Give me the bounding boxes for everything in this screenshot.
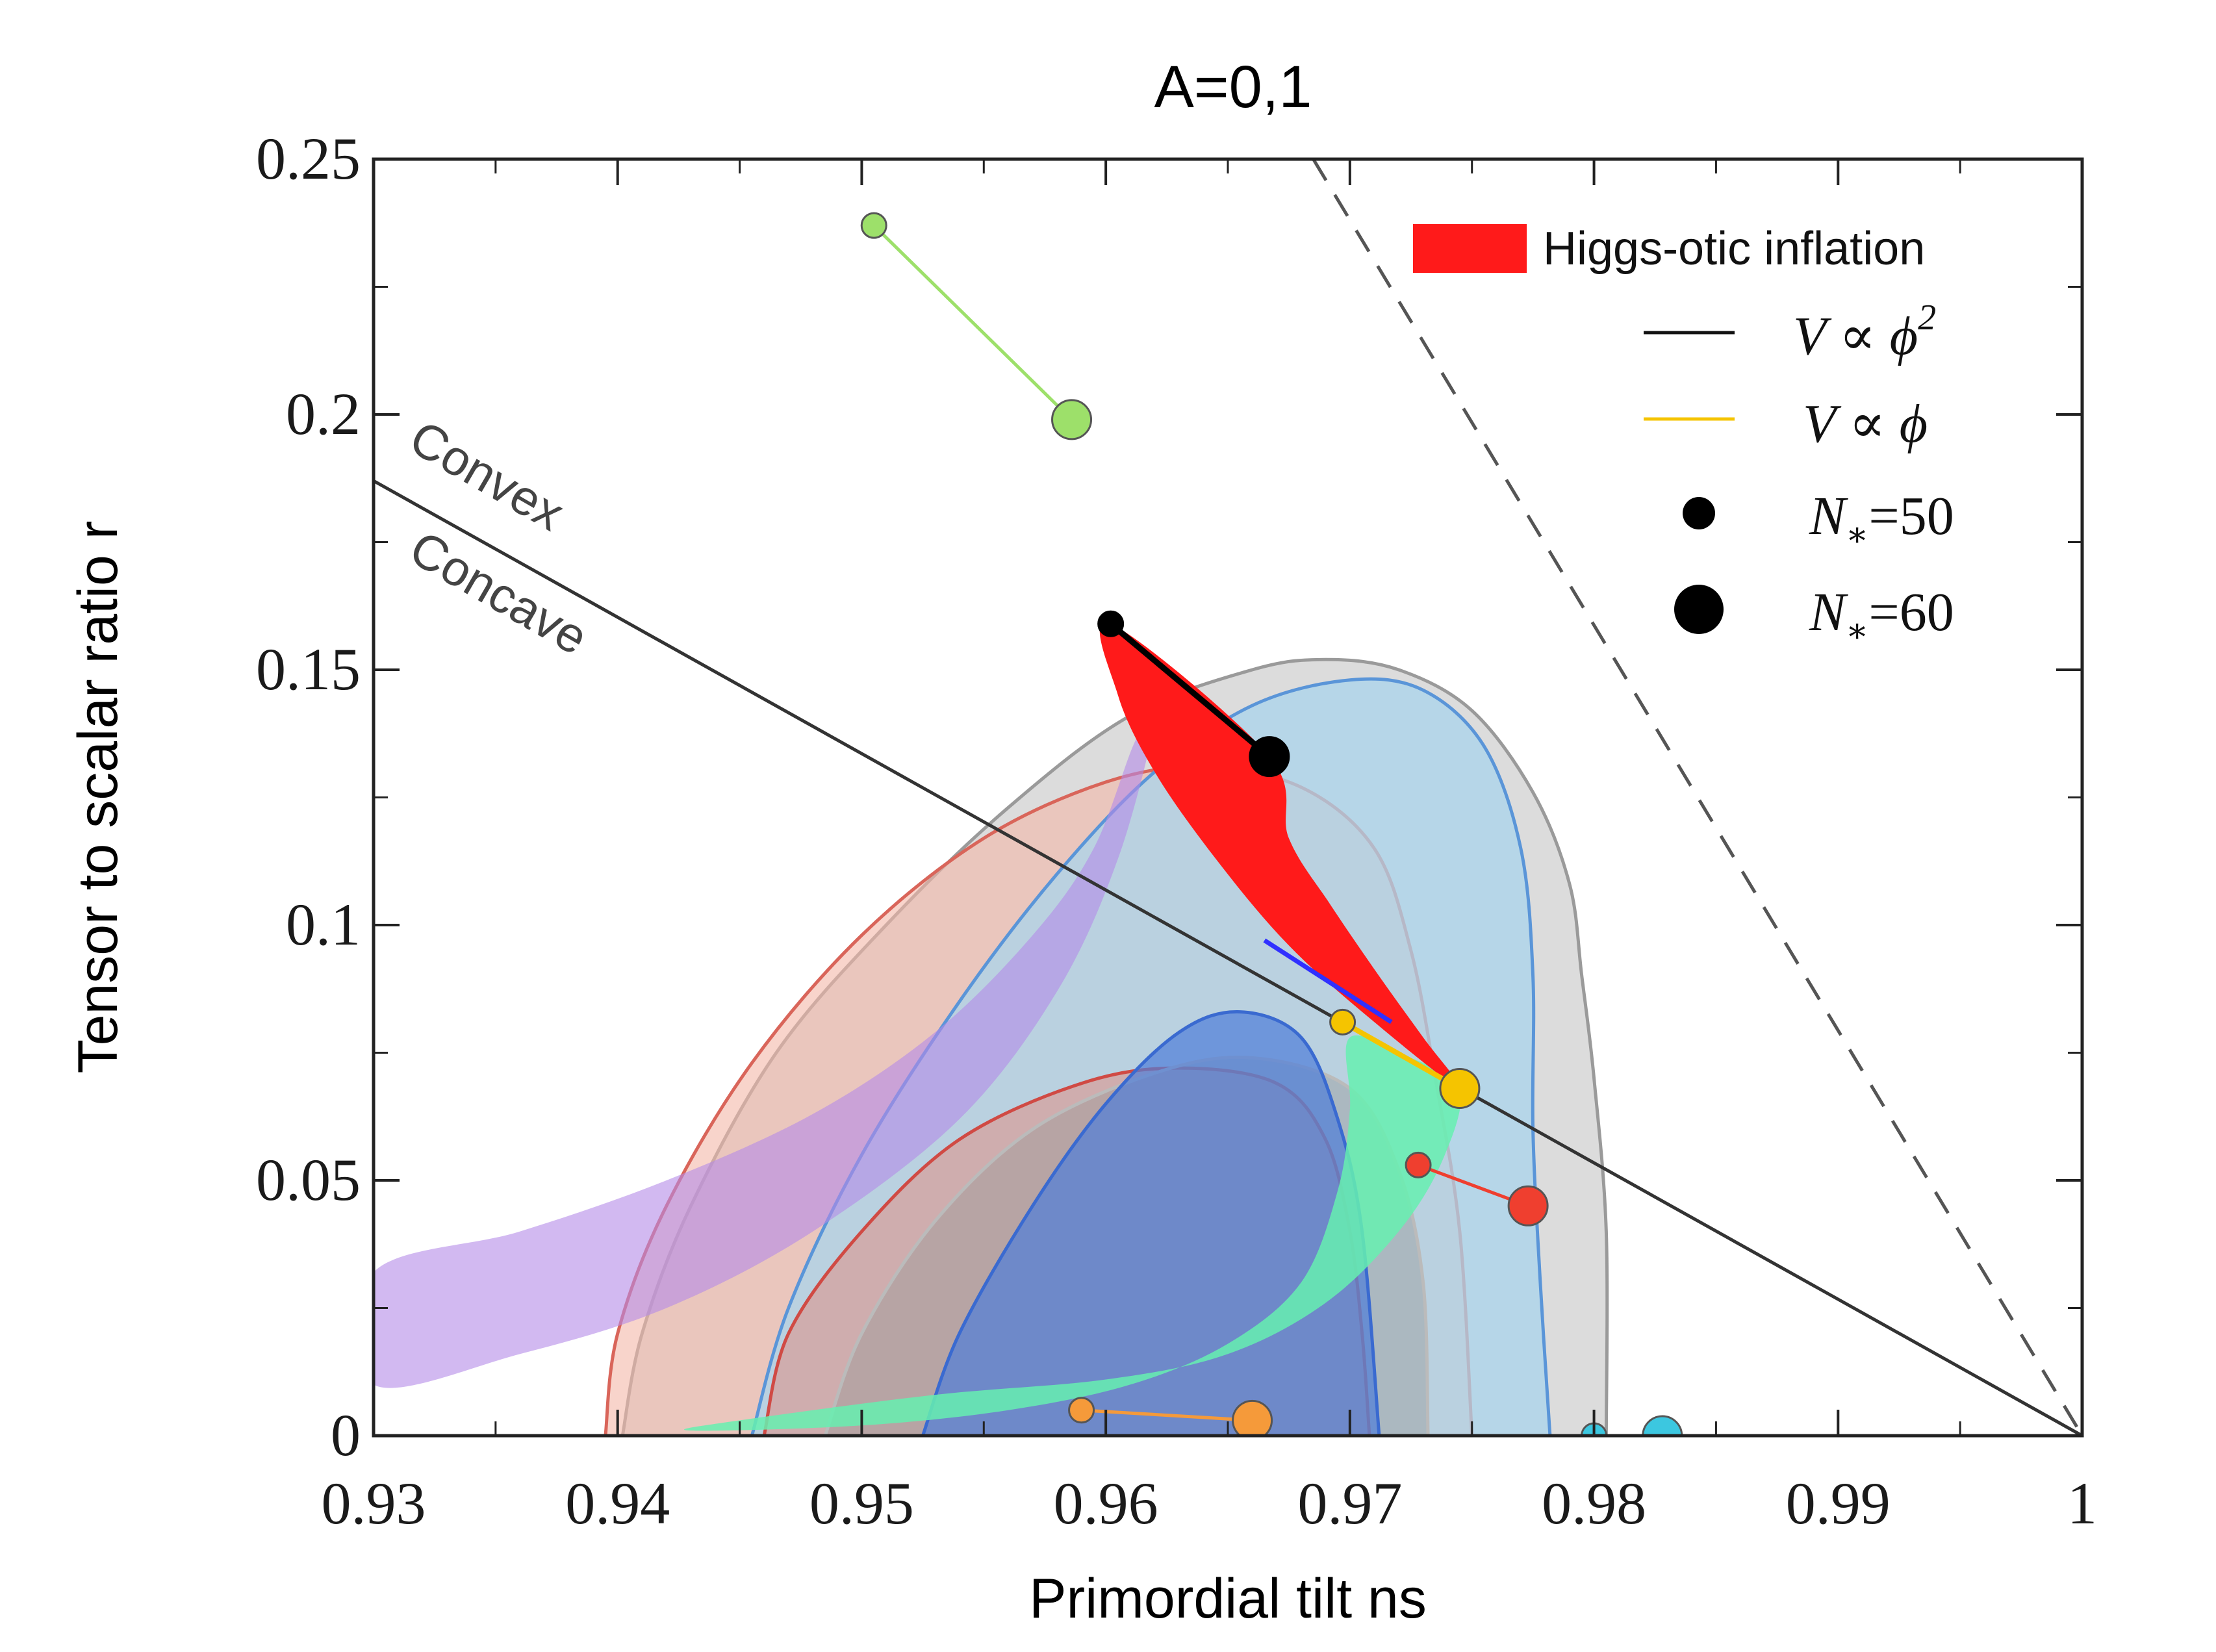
chart-title: A=0,1 xyxy=(1154,54,1312,120)
series-2-connector xyxy=(1341,1019,1461,1091)
x-tick-label-3: 0.96 xyxy=(1054,1470,1158,1536)
legend-label-phi: V ∝ ϕ xyxy=(1803,394,1928,454)
series-4-point-1 xyxy=(1232,1399,1273,1436)
x-tick-label-2: 0.95 xyxy=(809,1470,914,1536)
legend-label-n60: N∗=60 xyxy=(1809,582,1954,650)
series-layer xyxy=(860,212,1683,1436)
band-higgs-otic-band xyxy=(1099,622,1461,1089)
region-labels: Convex Concave xyxy=(401,410,597,666)
series-3-point-1 xyxy=(1507,1185,1549,1226)
reference-lines-layer xyxy=(374,159,2082,1436)
legend: Higgs-otic inflation V ∝ ϕ2 V ∝ ϕ N∗=50 … xyxy=(1413,223,1954,650)
ticks-layer xyxy=(372,158,2083,1437)
x-axis-title: Primordial tilt ns xyxy=(1029,1568,1427,1630)
series-1-point-0 xyxy=(1097,610,1125,637)
model-bands-layer xyxy=(374,622,1461,1431)
series-0-point-1 xyxy=(1051,399,1093,440)
series-0-point-0 xyxy=(860,212,887,239)
series-1-point-1 xyxy=(1249,736,1290,778)
x-tick-label-0: 0.93 xyxy=(322,1470,426,1536)
x-tick-label-6: 0.99 xyxy=(1786,1470,1891,1536)
series-3-point-0 xyxy=(1405,1151,1432,1178)
legend-swatch-higgs-otic xyxy=(1413,224,1527,273)
legend-label-n50: N∗=50 xyxy=(1809,486,1954,553)
x-tick-label-5: 0.98 xyxy=(1542,1470,1646,1536)
y-tick-label-0: 0 xyxy=(331,1402,361,1468)
legend-marker-n50 xyxy=(1683,497,1715,529)
contours-layer xyxy=(604,657,1609,1436)
series-0-connector xyxy=(872,224,1073,421)
band-green-band xyxy=(684,1035,1461,1431)
y-tick-label-3: 0.15 xyxy=(256,636,361,702)
y-tick-label-2: 0.1 xyxy=(286,891,361,958)
x-tick-label-4: 0.97 xyxy=(1297,1470,1402,1536)
y-tick-label-4: 0.2 xyxy=(286,381,361,447)
band-purple-band xyxy=(374,712,1155,1388)
legend-label-higgs-otic: Higgs-otic inflation xyxy=(1543,223,1925,275)
region-label-concave: Concave xyxy=(401,520,597,666)
series-5-point-1 xyxy=(1642,1415,1683,1436)
x-tick-label-7: 1 xyxy=(2067,1470,2097,1536)
region-label-convex: Convex xyxy=(401,410,574,541)
blue-segment xyxy=(1263,938,1393,1024)
reference-line-convex-concave xyxy=(374,479,2082,1436)
y-tick-label-1: 0.05 xyxy=(256,1147,361,1213)
tick-labels-layer: 0.93 0.94 0.95 0.96 0.97 0.98 0.99 1 0 0.05 0.1 0.1… xyxy=(256,125,2097,1536)
y-axis-title: Tensor to scalar ratio r xyxy=(67,521,129,1074)
x-tick-label-1: 0.94 xyxy=(565,1470,670,1536)
y-tick-label-5: 0.25 xyxy=(256,125,361,192)
legend-marker-n60 xyxy=(1674,585,1724,634)
series-2-point-0 xyxy=(1329,1008,1356,1036)
series-2-point-1 xyxy=(1439,1068,1481,1110)
series-4-connector xyxy=(1081,1408,1253,1422)
series-4-point-0 xyxy=(1068,1397,1095,1424)
series-1-connector xyxy=(1108,621,1271,759)
legend-label-phi2: V ∝ ϕ2 xyxy=(1793,298,1936,366)
